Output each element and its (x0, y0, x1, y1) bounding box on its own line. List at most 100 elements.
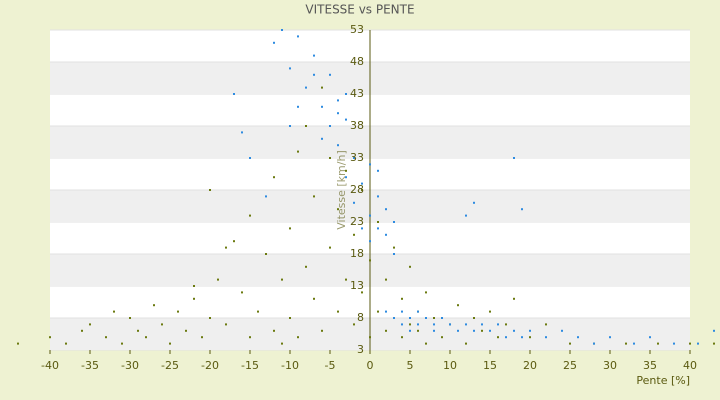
scatter-point (473, 201, 475, 204)
scatter-point (465, 323, 467, 326)
scatter-point (273, 41, 275, 44)
x-tick-label: -20 (201, 359, 219, 372)
scatter-point (489, 310, 491, 313)
scatter-point (241, 291, 243, 294)
x-tick-label: 25 (563, 359, 577, 372)
x-tick-label: 10 (443, 359, 457, 372)
scatter-point (401, 336, 403, 339)
scatter-point (313, 297, 315, 300)
x-tick-label: 20 (523, 359, 537, 372)
scatter-point (425, 342, 427, 345)
y-tick-label: 28 (350, 183, 364, 196)
scatter-point (425, 291, 427, 294)
x-tick-label: -5 (325, 359, 336, 372)
scatter-point (569, 342, 571, 345)
scatter-point (377, 169, 379, 172)
scatter-point (465, 214, 467, 217)
scatter-point (393, 317, 395, 319)
scatter-point (329, 73, 331, 76)
scatter-point (345, 278, 347, 281)
x-tick-label: -35 (81, 359, 99, 372)
scatter-point (433, 323, 435, 326)
x-tick-label: 35 (643, 359, 657, 372)
scatter-point (657, 342, 659, 345)
scatter-point (513, 329, 515, 332)
scatter-point (209, 189, 211, 191)
scatter-point (81, 329, 83, 332)
scatter-point (521, 336, 523, 339)
scatter-point (249, 214, 251, 217)
scatter-point (337, 310, 339, 313)
scatter-point (193, 297, 195, 300)
y-tick-label: 3 (357, 343, 364, 356)
scatter-point (529, 329, 531, 332)
x-tick-label: -40 (41, 359, 59, 372)
scatter-point (129, 317, 131, 319)
scatter-point (401, 323, 403, 326)
scatter-point (321, 86, 323, 89)
scatter-point (473, 329, 475, 332)
scatter-point (225, 323, 227, 326)
scatter-point (361, 227, 363, 230)
scatter-point (289, 125, 291, 127)
scatter-point (385, 278, 387, 281)
scatter-point (153, 304, 155, 307)
scatter-point (289, 317, 291, 319)
scatter-point (513, 297, 515, 300)
y-tick-label: 33 (350, 151, 364, 164)
scatter-point (457, 304, 459, 307)
scatter-point (329, 125, 331, 127)
scatter-point (329, 157, 331, 159)
scatter-point (289, 227, 291, 230)
scatter-point (545, 336, 547, 339)
scatter-point (281, 342, 283, 345)
x-axis-label: Pente [%] (636, 374, 690, 387)
scatter-point (305, 265, 307, 268)
scatter-point (465, 342, 467, 345)
scatter-point (177, 310, 179, 313)
scatter-point (233, 240, 235, 243)
scatter-point (209, 317, 211, 319)
scatter-point (281, 29, 283, 31)
scatter-point (377, 310, 379, 313)
scatter-point (513, 157, 515, 159)
scatter-point (65, 342, 67, 345)
scatter-point (401, 297, 403, 300)
scatter-point (361, 291, 363, 294)
scatter-point (497, 336, 499, 339)
scatter-point (377, 227, 379, 230)
y-tick-label: 38 (350, 119, 364, 132)
scatter-point (265, 253, 267, 255)
scatter-point (89, 323, 91, 326)
scatter-point (697, 342, 699, 345)
scatter-point (369, 336, 371, 339)
scatter-point (353, 201, 355, 204)
scatter-point (673, 342, 675, 345)
scatter-point (137, 329, 139, 332)
scatter-point (345, 93, 347, 95)
scatter-point (393, 246, 395, 249)
scatter-point (201, 336, 203, 339)
scatter-point (289, 67, 291, 70)
scatter-point (369, 163, 371, 166)
scatter-point (393, 253, 395, 255)
scatter-point (561, 329, 563, 332)
scatter-point (497, 323, 499, 326)
scatter-point (113, 310, 115, 313)
scatter-point (473, 317, 475, 319)
scatter-point (441, 317, 443, 319)
x-tick-label: -10 (281, 359, 299, 372)
scatter-point (713, 342, 715, 345)
scatter-point (417, 323, 419, 326)
scatter-point (353, 323, 355, 326)
scatter-point (313, 54, 315, 57)
scatter-point (369, 214, 371, 217)
scatter-point (393, 221, 395, 223)
scatter-point (441, 336, 443, 339)
scatter-point (689, 342, 691, 345)
scatter-point (49, 336, 51, 339)
scatter-point (433, 317, 435, 319)
scatter-point (121, 342, 123, 345)
scatter-point (521, 208, 523, 211)
